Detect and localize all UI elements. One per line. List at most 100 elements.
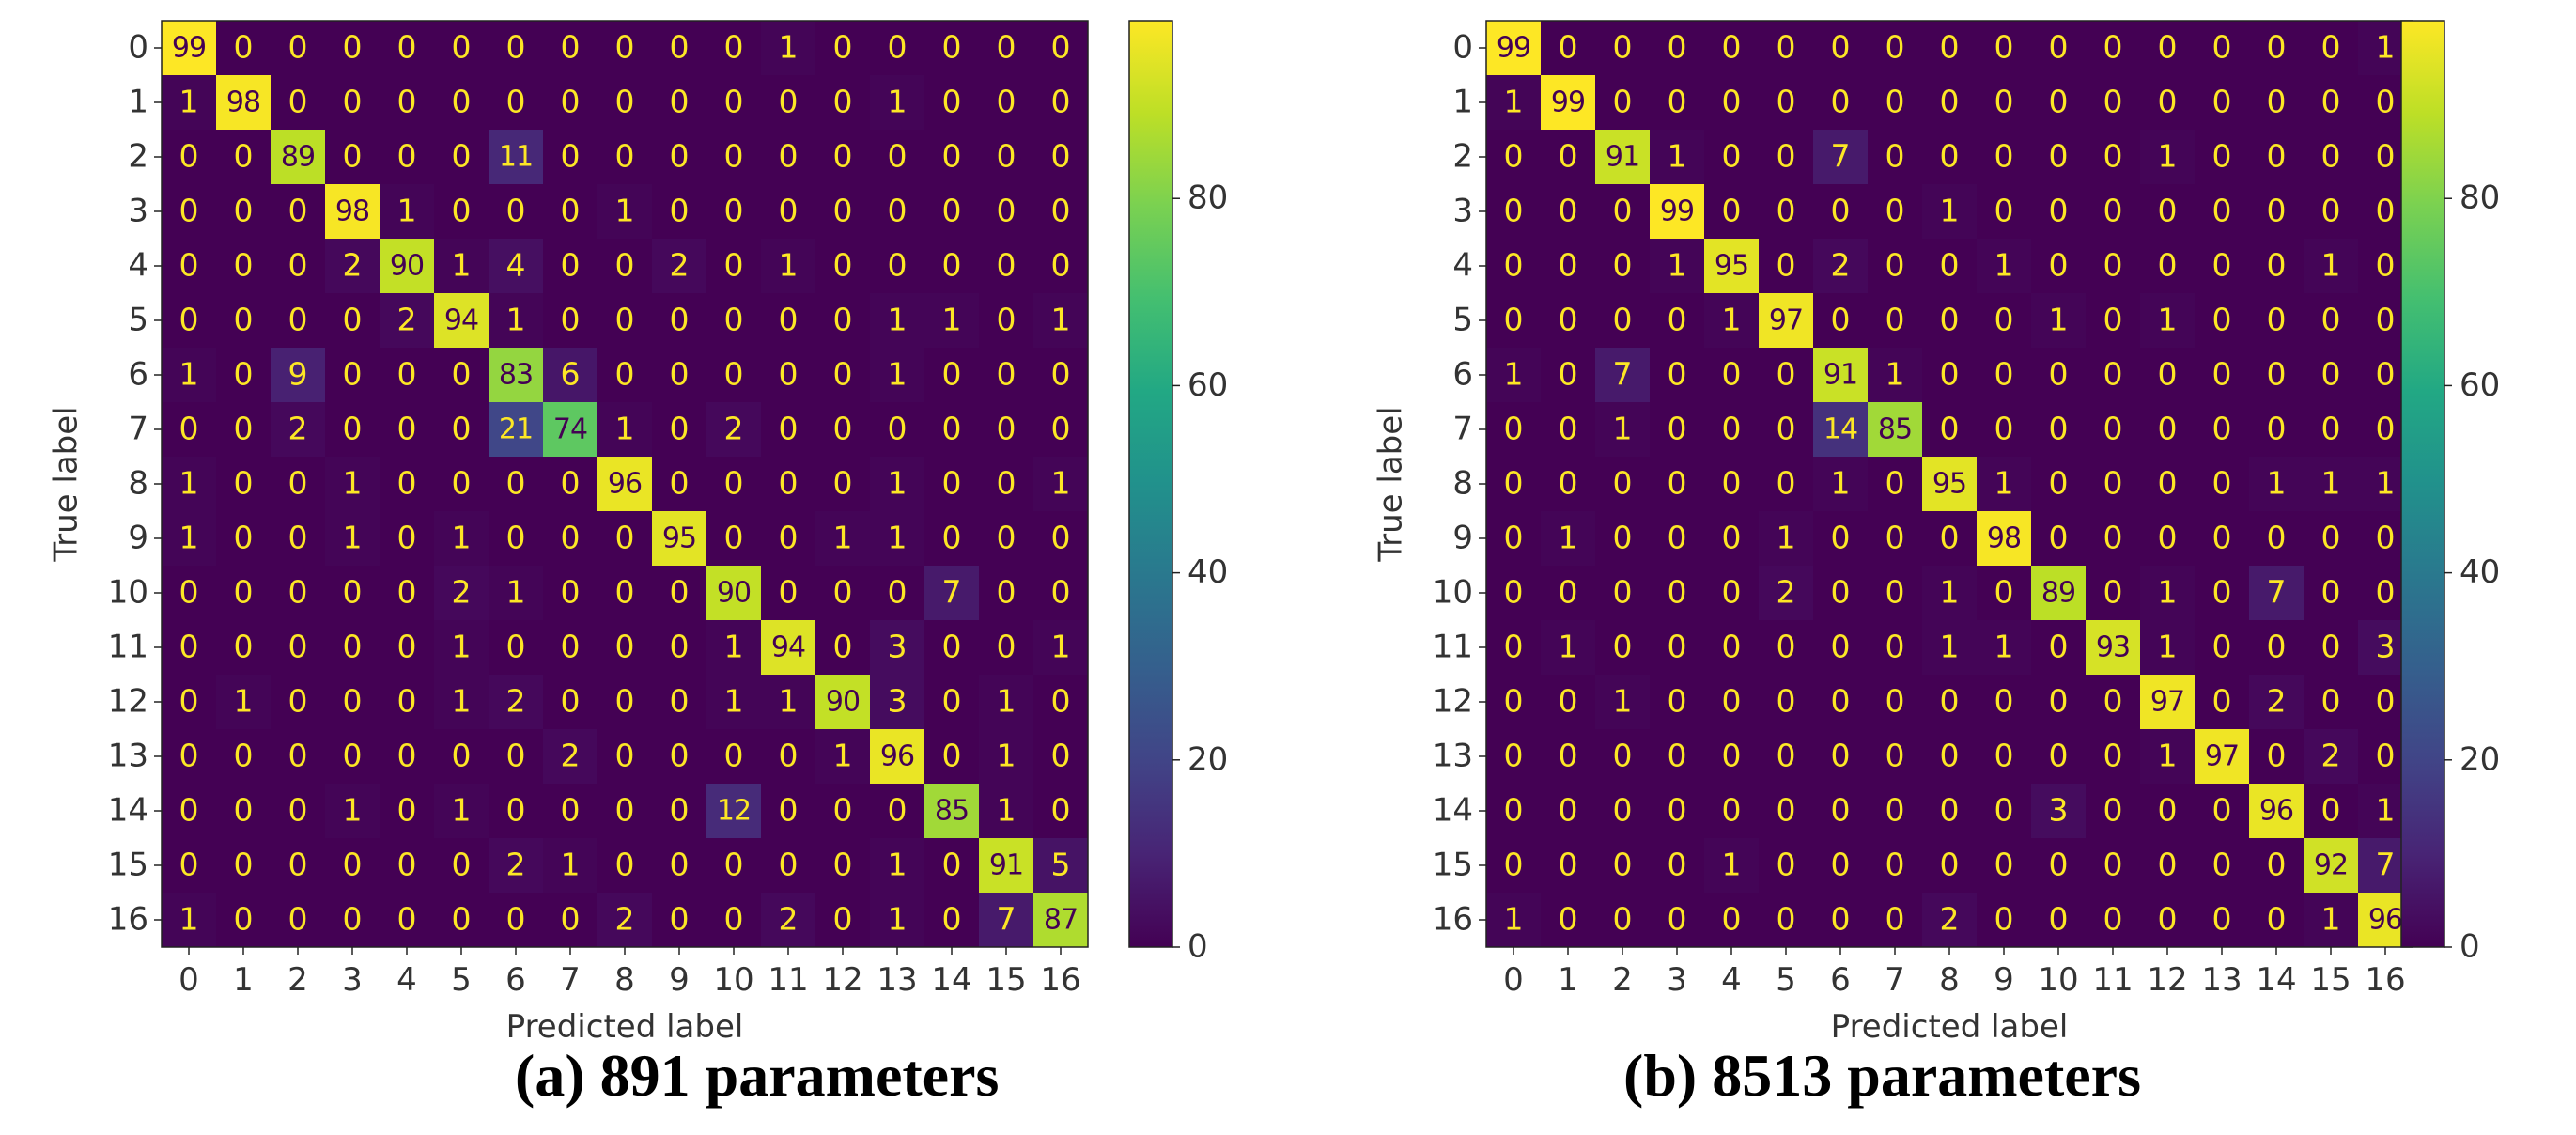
cell-label-a-r9-c15: 0 [997,520,1016,556]
cell-b-r6-c1 [1541,348,1596,403]
cell-label-b-r16-c15: 1 [2321,901,2341,938]
y-tick-label-a-13: 13 [108,738,148,775]
cell-label-b-r10-c11: 0 [2103,574,2123,611]
cell-b-r8-c7 [1868,457,1923,512]
cell-b-r5-c14 [2249,293,2304,349]
cell-b-r15-c12 [2140,838,2196,894]
cell-b-r6-c3 [1650,348,1705,403]
cell-label-a-r1-c6: 0 [506,84,526,120]
cell-b-r15-c4 [1704,838,1760,894]
cell-label-b-r16-c5: 0 [1777,901,1796,938]
cell-label-b-r6-c1: 0 [1559,356,1578,393]
cell-b-r1-c9 [1977,75,2032,131]
cell-b-r8-c0 [1486,457,1542,512]
cell-label-a-r5-c2: 0 [288,302,308,338]
cell-b-r10-c11 [2086,566,2141,621]
cell-label-a-r5-c14: 1 [942,302,962,338]
cell-b-r12-c14 [2249,675,2304,730]
cell-label-b-r0-c3: 0 [1668,29,1687,66]
cell-label-a-r2-c3: 0 [343,138,363,175]
cell-label-a-r11-c15: 0 [997,629,1016,665]
cell-a-r7-c11 [761,402,816,458]
cell-label-a-r5-c10: 0 [724,302,744,338]
cell-a-r8-c0 [162,457,217,512]
cell-a-r15-c5 [434,838,489,894]
cell-a-r2-c13 [870,130,925,185]
cell-label-a-r14-c0: 0 [179,792,199,829]
cell-a-r13-c12 [815,729,871,785]
cell-a-r15-c12 [815,838,871,894]
cell-a-r12-c14 [924,675,980,730]
cell-b-r11-c15 [2304,620,2359,676]
cell-label-b-r12-c12: 97 [2150,686,2184,719]
cell-label-a-r2-c9: 0 [670,138,690,175]
cell-b-r14-c3 [1650,784,1705,839]
cell-label-b-r15-c7: 0 [1885,847,1905,883]
cell-label-a-r3-c4: 1 [397,193,417,229]
cell-label-b-r13-c7: 0 [1885,738,1905,774]
cell-label-a-r3-c10: 0 [724,193,744,229]
cell-b-r2-c8 [1922,130,1978,185]
cell-a-r7-c0 [162,402,217,458]
x-tick-label-a-12: 12 [822,961,862,999]
cell-label-a-r9-c2: 0 [288,520,308,556]
cell-label-b-r2-c4: 0 [1722,138,1742,175]
cell-label-b-r8-c13: 0 [2212,465,2232,502]
cell-a-r1-c9 [652,75,707,131]
cell-b-r5-c9 [1977,293,2032,349]
cell-label-b-r15-c3: 0 [1668,847,1687,883]
cell-b-r3-c0 [1486,184,1542,240]
cell-a-r10-c15 [979,566,1034,621]
colorbar-b [2400,20,2445,948]
cell-a-r14-c13 [870,784,925,839]
cell-a-r4-c14 [924,239,980,294]
cell-label-a-r10-c6: 1 [506,574,526,611]
cell-label-b-r9-c6: 0 [1831,520,1851,556]
cell-a-r1-c0 [162,75,217,131]
cell-b-r7-c9 [1977,402,2032,458]
cell-label-b-r7-c4: 0 [1722,411,1742,447]
cell-a-r13-c1 [216,729,272,785]
cell-a-r16-c15 [979,893,1034,948]
cell-label-b-r15-c13: 0 [2212,847,2232,883]
cell-label-a-r8-c2: 0 [288,465,308,502]
cell-label-a-r4-c5: 1 [452,247,472,284]
cell-b-r13-c0 [1486,729,1542,785]
cell-label-b-r2-c10: 0 [2049,138,2069,175]
cell-a-r14-c0 [162,784,217,839]
colorbar-tick-label-b-3: 60 [2460,366,2500,404]
cell-b-r13-c1 [1541,729,1596,785]
cell-label-a-r11-c7: 0 [561,629,581,665]
cell-label-a-r12-c4: 0 [397,683,417,720]
cell-a-r7-c4 [380,402,435,458]
y-tick-label-a-15: 15 [108,847,148,884]
cell-b-r1-c1 [1541,75,1596,131]
cell-a-r6-c12 [815,348,871,403]
cell-label-b-r6-c0: 1 [1504,356,1524,393]
cell-label-b-r2-c12: 1 [2158,138,2178,175]
cell-b-r12-c13 [2195,675,2250,730]
cell-label-b-r13-c0: 0 [1504,738,1524,774]
cell-label-a-r7-c7: 74 [553,413,587,446]
y-tick-label-b-15: 15 [1433,847,1473,884]
cell-label-a-r15-c14: 0 [942,847,962,883]
cell-label-a-r5-c0: 0 [179,302,199,338]
colorbar-tick-label-a-2: 40 [1187,553,1228,591]
cell-a-r14-c1 [216,784,272,839]
cell-b-r10-c4 [1704,566,1760,621]
cell-b-r9-c6 [1813,511,1869,567]
cell-a-r1-c10 [706,75,762,131]
cell-label-b-r8-c5: 0 [1777,465,1796,502]
cell-label-b-r1-c15: 0 [2321,84,2341,120]
cell-b-r0-c6 [1813,21,1869,76]
cell-b-r6-c15 [2304,348,2359,403]
cell-label-b-r1-c16: 0 [2376,84,2396,120]
cell-a-r7-c10 [706,402,762,458]
cell-label-b-r9-c1: 1 [1559,520,1578,556]
cell-b-r10-c14 [2249,566,2304,621]
cell-label-b-r3-c12: 0 [2158,193,2178,229]
cell-label-b-r15-c10: 0 [2049,847,2069,883]
cell-label-a-r9-c3: 1 [343,520,363,556]
cell-a-r6-c2 [271,348,326,403]
cell-a-r14-c9 [652,784,707,839]
